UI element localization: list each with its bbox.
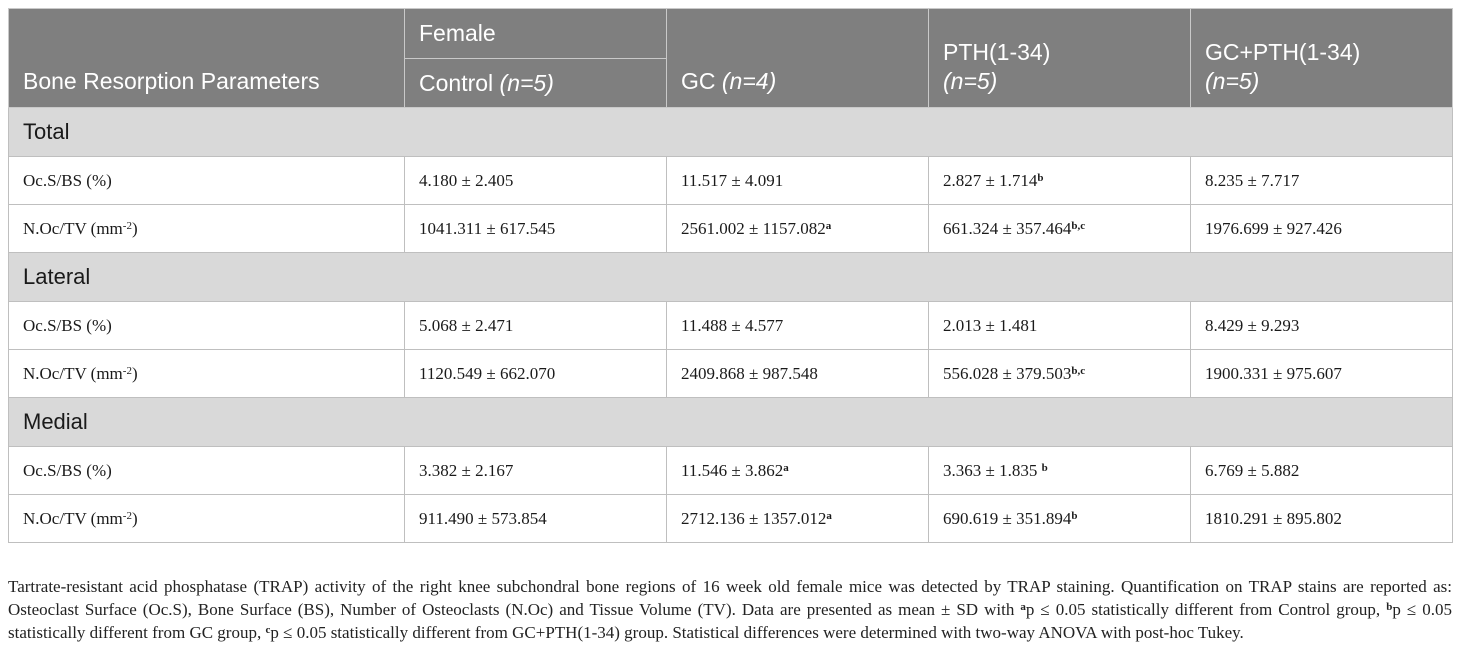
value-cell: 5.068 ± 2.471 [404, 301, 667, 350]
parameter-cell: Oc.S/BS (%) [8, 301, 405, 350]
value-cell: 6.769 ± 5.882 [1190, 446, 1453, 495]
significance-marker: b [1037, 171, 1044, 184]
significance-marker: a [826, 509, 832, 522]
significance-marker: a [783, 461, 789, 474]
value-cell: 3.382 ± 2.167 [404, 446, 667, 495]
parameter-cell: N.Oc/TV (mm-2) [8, 204, 405, 253]
value-cell: 911.490 ± 573.854 [404, 494, 667, 543]
value-cell: 661.324 ± 357.464b,c [928, 204, 1191, 253]
param-header: Bone Resorption Parameters [8, 8, 405, 108]
parameter-cell: Oc.S/BS (%) [8, 446, 405, 495]
value-cell: 8.235 ± 7.717 [1190, 156, 1453, 205]
col-header-gc-pth: GC+PTH(1-34) (n=5) [1190, 8, 1453, 108]
significance-marker: a [825, 219, 832, 232]
table-row: N.Oc/TV (mm-2) 1120.549 ± 662.070 2409.868… [8, 349, 1453, 398]
table-row: N.Oc/TV (mm-2) 911.490 ± 573.854 2712.136 … [8, 494, 1453, 543]
value-cell: 1976.699 ± 927.426 [1190, 204, 1453, 253]
value-cell: 1900.331 ± 975.607 [1190, 349, 1453, 398]
section-row: Medial [8, 397, 1453, 447]
col-header-gc: GC (n=4) [666, 8, 929, 108]
parameter-cell: N.Oc/TV (mm-2) [8, 349, 405, 398]
value-cell: 2712.136 ± 1357.012a [666, 494, 929, 543]
section-title: Medial [8, 397, 1453, 447]
value-cell: 4.180 ± 2.405 [404, 156, 667, 205]
section-title: Lateral [8, 252, 1453, 302]
section-row: Lateral [8, 252, 1453, 302]
table-row: Oc.S/BS (%) 4.180 ± 2.405 11.517 ± 4.091 2.… [8, 156, 1453, 205]
value-cell: 11.517 ± 4.091 [666, 156, 929, 205]
value-cell: 2561.002 ± 1157.082a [666, 204, 929, 253]
value-cell: 8.429 ± 9.293 [1190, 301, 1453, 350]
results-table-container: Bone Resorption Parameters Female GC (n=… [8, 8, 1453, 543]
significance-marker: b,c [1071, 219, 1086, 232]
value-cell: 11.488 ± 4.577 [666, 301, 929, 350]
value-cell: 690.619 ± 351.894b [928, 494, 1191, 543]
section-title: Total [8, 107, 1453, 157]
significance-marker: b,c [1071, 364, 1086, 377]
value-cell: 11.546 ± 3.862a [666, 446, 929, 495]
value-cell: 2.827 ± 1.714b [928, 156, 1191, 205]
table-row: Oc.S/BS (%) 3.382 ± 2.167 11.546 ± 3.862a 3… [8, 446, 1453, 495]
table-body: Total Oc.S/BS (%) 4.180 ± 2.405 11.517 ± 4.… [8, 107, 1453, 543]
value-cell: 556.028 ± 379.503b,c [928, 349, 1191, 398]
value-cell: 2409.868 ± 987.548 [666, 349, 929, 398]
group-header: Female [404, 8, 667, 59]
significance-marker: b [1041, 461, 1048, 474]
value-cell: 1120.549 ± 662.070 [404, 349, 667, 398]
value-cell: 3.363 ± 1.835 b [928, 446, 1191, 495]
table-row: Oc.S/BS (%) 5.068 ± 2.471 11.488 ± 4.577 2.… [8, 301, 1453, 350]
value-cell: 1041.311 ± 617.545 [404, 204, 667, 253]
table-row: N.Oc/TV (mm-2) 1041.311 ± 617.545 2561.002… [8, 204, 1453, 253]
col-header-pth: PTH(1-34) (n=5) [928, 8, 1191, 108]
col-header-control: Control (n=5) [404, 58, 667, 108]
value-cell: 2.013 ± 1.481 [928, 301, 1191, 350]
value-cell: 1810.291 ± 895.802 [1190, 494, 1453, 543]
parameter-cell: N.Oc/TV (mm-2) [8, 494, 405, 543]
section-row: Total [8, 107, 1453, 157]
parameter-cell: Oc.S/BS (%) [8, 156, 405, 205]
significance-marker: b [1071, 509, 1078, 522]
bone-resorption-table: Bone Resorption Parameters Female GC (n=… [8, 8, 1453, 543]
table-caption: Tartrate-resistant acid phosphatase (TRA… [8, 577, 1452, 642]
